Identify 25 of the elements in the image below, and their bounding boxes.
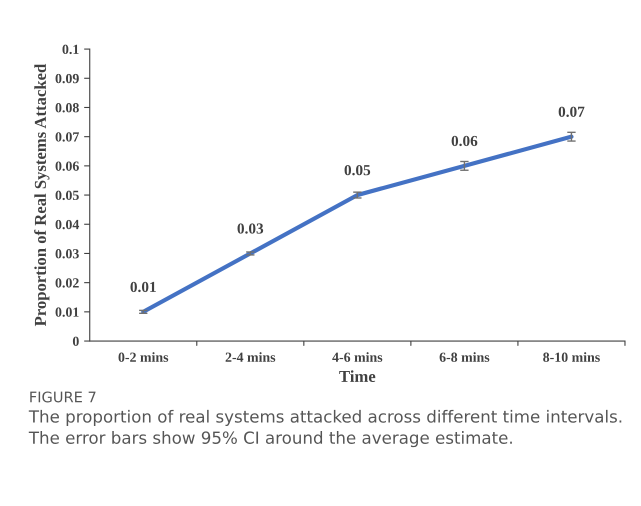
y-tick-label: 0.09 [56, 74, 79, 84]
y-tick-label: 0.01 [56, 307, 79, 317]
data-label: 0.01 [130, 282, 156, 292]
y-tick-label: 0.07 [56, 132, 79, 142]
y-tick-label: 0.02 [56, 278, 79, 288]
data-label: 0.06 [452, 136, 478, 146]
data-label: 0.07 [558, 106, 584, 117]
caption: FIGURE 7 [30, 391, 96, 402]
y-tick-label: 0.04 [56, 220, 80, 230]
y-axis-title: Proportion of Real Systems Attacked [34, 64, 50, 326]
data-label: 0.03 [238, 223, 264, 234]
text: The proportion of real systems attacked across different time intervals. The error bars show 95% CI around the average estimate. [28, 410, 622, 448]
y-tick-label: 0.08 [56, 103, 79, 112]
y-tick-label: 0.1 [62, 44, 79, 54]
x-tick-label: 4-6 mins [332, 352, 382, 362]
x-tick-label: 0-2 mins [118, 352, 168, 362]
y-tick-label: 0.05 [56, 190, 79, 200]
x-tick-label: 8-10 mins [543, 352, 600, 362]
x-tick-label: 6-8 mins [440, 352, 490, 362]
y-tick-label: 0.03 [56, 249, 79, 258]
y-tick-label: 0 [72, 336, 79, 346]
x-axis-title: Time [339, 370, 376, 382]
y-tick-label: 0.06 [56, 161, 79, 171]
x-tick-label: 2-4 mins [226, 352, 276, 362]
data-label: 0.05 [344, 164, 370, 176]
